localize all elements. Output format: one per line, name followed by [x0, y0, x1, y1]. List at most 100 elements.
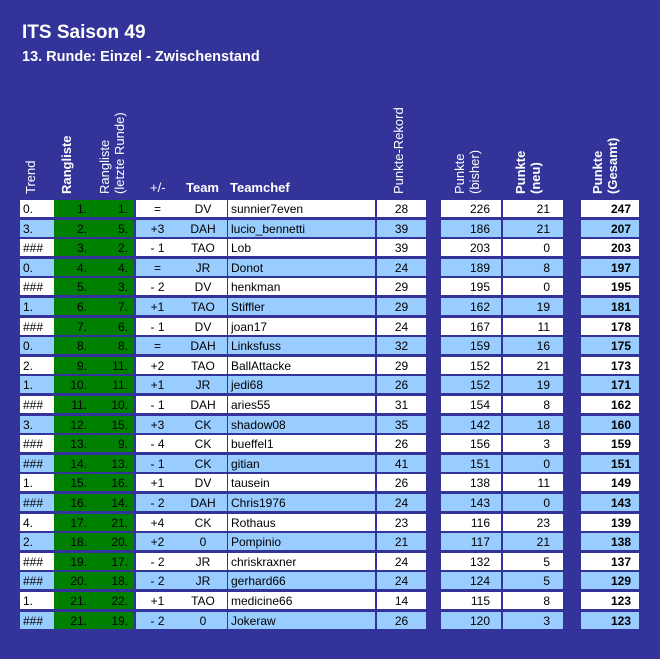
- rank-change-cell: +3: [136, 219, 179, 238]
- punkte-neu-cell: 5: [503, 552, 564, 571]
- trend-cell: 3.: [20, 219, 54, 238]
- previous-rank-cell: 3.: [92, 278, 134, 297]
- previous-rank-cell: 14.: [92, 494, 134, 512]
- previous-rank-cell: 11.: [92, 376, 134, 395]
- teamchef-cell: chriskraxner: [228, 552, 376, 571]
- punkte-bisher-cell: 143: [441, 494, 502, 512]
- punkte-rekord-cell: 39: [377, 219, 427, 238]
- rank-cell: 12.: [54, 415, 92, 434]
- table-row: 0. 1. 1. = DV sunnier7even 28 226 21 247: [0, 200, 660, 219]
- punkte-bisher-cell: 195: [441, 278, 502, 297]
- team-cell: 0: [179, 533, 228, 552]
- team-cell: CK: [179, 435, 228, 454]
- rank-change-cell: +1: [136, 474, 179, 493]
- punkte-neu-cell: 19: [503, 376, 564, 395]
- previous-rank-cell: 10.: [92, 396, 134, 414]
- table-row: ### 3. 2. - 1 TAO Lob 39 203 0 203: [0, 239, 660, 258]
- punkte-gesamt-cell: 149: [580, 474, 639, 493]
- punkte-gesamt-cell: 123: [580, 592, 639, 610]
- table-row: ### 11. 10. - 1 DAH aries55 31 154 8 162: [0, 396, 660, 415]
- punkte-gesamt-cell: 143: [580, 494, 639, 512]
- table-row: 1. 21. 22. +1 TAO medicine66 14 115 8 123: [0, 592, 660, 611]
- team-cell: DV: [179, 317, 228, 336]
- teamchef-cell: aries55: [228, 396, 376, 414]
- header-trend: Trend: [23, 160, 38, 194]
- header-punkte-gesamt: Punkte (Gesamt): [590, 130, 620, 194]
- rank-change-cell: - 2: [136, 552, 179, 571]
- trend-cell: ###: [20, 239, 54, 258]
- team-cell: DV: [179, 474, 228, 493]
- header-gesamt-line1: Punkte: [590, 150, 605, 194]
- table-row: ### 20. 18. - 2 JR gerhard66 24 124 5 129: [0, 572, 660, 591]
- punkte-rekord-cell: 35: [377, 415, 427, 434]
- punkte-gesamt-cell: 159: [580, 435, 639, 454]
- teamchef-cell: Stiffler: [228, 298, 376, 316]
- header-punkte-bisher: Punkte (bisher): [452, 146, 482, 194]
- punkte-neu-cell: 11: [503, 317, 564, 336]
- teamchef-cell: Rothaus: [228, 513, 376, 532]
- punkte-rekord-cell: 26: [377, 611, 427, 630]
- punkte-bisher-cell: 152: [441, 376, 502, 395]
- table-row: ### 14. 13. - 1 CK gitian 41 151 0 151: [0, 454, 660, 474]
- punkte-neu-cell: 21: [503, 219, 564, 238]
- previous-rank-cell: 8.: [92, 337, 134, 356]
- header-punkte-neu: Punkte (neu): [513, 146, 543, 194]
- table-row: 2. 9. 11. +2 TAO BallAttacke 29 152 21 173: [0, 356, 660, 376]
- punkte-gesamt-cell: 175: [580, 337, 639, 356]
- rank-cell: 18.: [54, 533, 92, 552]
- punkte-neu-cell: 0: [503, 454, 564, 473]
- punkte-bisher-cell: 203: [441, 239, 502, 258]
- trend-cell: 3.: [20, 415, 54, 434]
- trend-cell: 0.: [20, 258, 54, 277]
- header-gesamt-line2: (Gesamt): [605, 137, 620, 194]
- header-bisher-line2: (bisher): [467, 149, 482, 194]
- rank-cell: 4.: [54, 258, 92, 277]
- rank-cell: 2.: [54, 219, 92, 238]
- previous-rank-cell: 5.: [92, 219, 134, 238]
- teamchef-cell: tausein: [228, 474, 376, 493]
- punkte-rekord-cell: 24: [377, 258, 427, 277]
- team-cell: DAH: [179, 337, 228, 356]
- punkte-gesamt-cell: 195: [580, 278, 639, 297]
- punkte-gesamt-cell: 160: [580, 415, 639, 434]
- punkte-rekord-cell: 28: [377, 200, 427, 218]
- header-rangliste-prev-line1: Rangliste: [97, 139, 112, 194]
- teamchef-cell: shadow08: [228, 415, 376, 434]
- teamchef-cell: jedi68: [228, 376, 376, 395]
- trend-cell: 0.: [20, 337, 54, 356]
- header-rangliste-prev: Rangliste (letzte Runde): [97, 108, 127, 194]
- rank-cell: 11.: [54, 396, 92, 414]
- header-rangliste: Rangliste: [59, 135, 74, 194]
- punkte-gesamt-cell: 171: [580, 376, 639, 395]
- rank-change-cell: - 1: [136, 239, 179, 258]
- punkte-neu-cell: 8: [503, 258, 564, 277]
- rank-change-cell: =: [136, 337, 179, 356]
- punkte-neu-cell: 0: [503, 278, 564, 297]
- rank-change-cell: - 4: [136, 435, 179, 454]
- rank-change-cell: +1: [136, 298, 179, 316]
- rank-cell: 6.: [54, 298, 92, 316]
- team-cell: JR: [179, 572, 228, 591]
- previous-rank-cell: 11.: [92, 356, 134, 375]
- table-row: 0. 4. 4. = JR Donot 24 189 8 197: [0, 258, 660, 278]
- rank-change-cell: - 1: [136, 396, 179, 414]
- header-neu-line2: (neu): [528, 162, 543, 194]
- trend-cell: 0.: [20, 200, 54, 218]
- punkte-rekord-cell: 41: [377, 454, 427, 473]
- team-cell: DV: [179, 278, 228, 297]
- teamchef-cell: henkman: [228, 278, 376, 297]
- punkte-gesamt-cell: 178: [580, 317, 639, 336]
- team-cell: DAH: [179, 396, 228, 414]
- header-punkte-rekord: Punkte-Rekord: [391, 107, 406, 194]
- trend-cell: 1.: [20, 592, 54, 610]
- page-title: ITS Saison 49: [22, 22, 146, 43]
- punkte-gesamt-cell: 138: [580, 533, 639, 552]
- teamchef-cell: Chris1976: [228, 494, 376, 512]
- punkte-neu-cell: 11: [503, 474, 564, 493]
- header-teamchef: Teamchef: [230, 180, 290, 195]
- header-neu-line1: Punkte: [513, 150, 528, 194]
- punkte-rekord-cell: 29: [377, 278, 427, 297]
- table-row: 1. 10. 11. +1 JR jedi68 26 152 19 171: [0, 376, 660, 395]
- trend-cell: 1.: [20, 376, 54, 395]
- rank-cell: 8.: [54, 337, 92, 356]
